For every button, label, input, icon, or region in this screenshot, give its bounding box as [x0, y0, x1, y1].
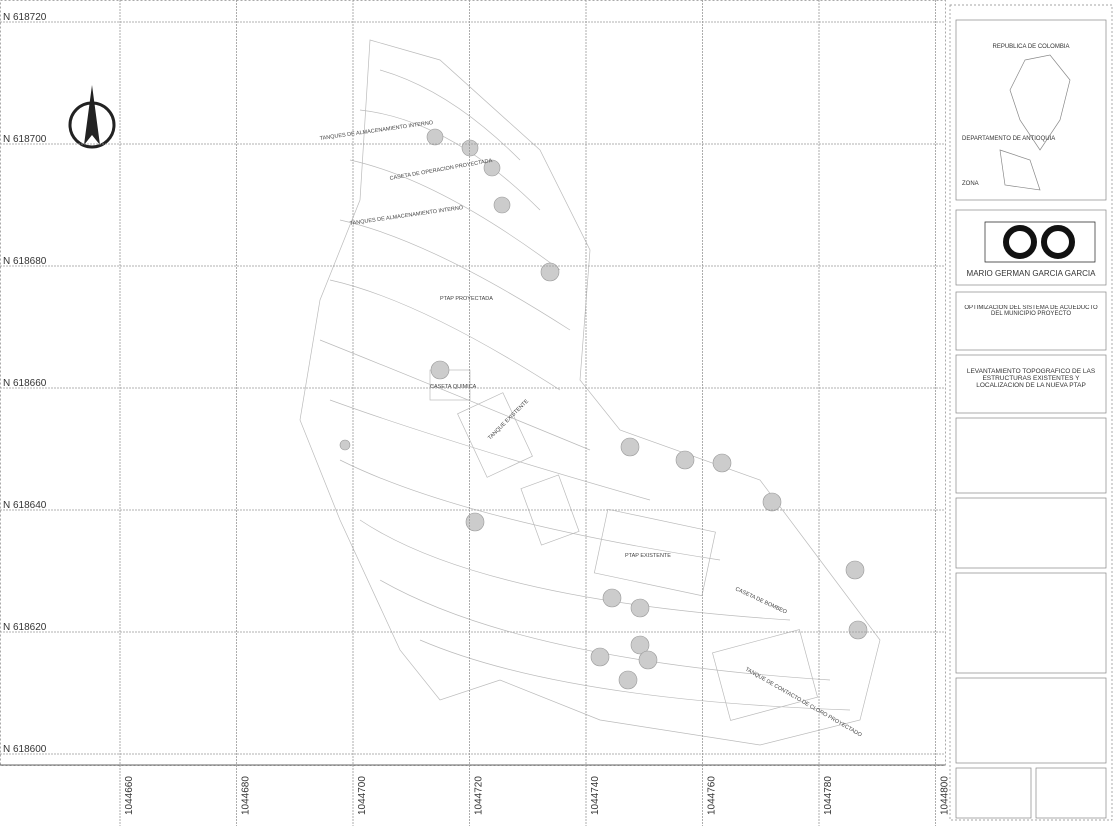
author: MARIO GERMAN GARCIA GARCIA: [967, 269, 1097, 278]
drawing-title: LEVANTAMIENTO TOPOGRAFICO DE LAS ESTRUCT…: [966, 368, 1096, 389]
map-label: TANQUE DE CONTACTO DE CLORO PROYECTADO: [744, 667, 863, 739]
easting-label: 1044700: [357, 776, 368, 815]
easting-label: 1044740: [590, 776, 601, 815]
department: DEPARTAMENTO DE ANTIOQUIA: [962, 136, 1055, 142]
map-label: CASETA DE BOMBEO: [734, 586, 788, 615]
tree: [426, 128, 444, 146]
title-frame: [949, 4, 1113, 821]
easting-label: 1044680: [241, 776, 252, 815]
tree: [430, 360, 450, 380]
tree: [493, 196, 511, 214]
tree: [675, 450, 695, 470]
structure: [457, 392, 533, 478]
easting-label: 1044660: [124, 776, 135, 815]
northing-label: N 618620: [3, 622, 47, 633]
table-box: [955, 497, 1107, 569]
title-block: [949, 4, 1113, 821]
tree: [540, 262, 560, 282]
map-label: PTAP PROYECTADA: [440, 296, 493, 302]
structure: [429, 369, 471, 401]
map-frame: [0, 0, 946, 766]
logo-box: [955, 209, 1107, 286]
tree: [762, 492, 782, 512]
notes-box: [955, 417, 1107, 494]
title-wrap: LEVANTAMIENTO TOPOGRAFICO DE LAS ESTRUCT…: [966, 368, 1096, 389]
map-label: PTAP EXISTENTE: [625, 553, 671, 559]
map-label: CASETA QUIMICA: [430, 384, 477, 390]
easting-label: 1044800: [940, 776, 951, 815]
map-label: TANQUES DE ALMACENAMIENTO INTERNO: [349, 205, 464, 227]
northing-label: N 618640: [3, 500, 47, 511]
northing-label: N 618660: [3, 378, 47, 389]
site-plan: [299, 39, 881, 746]
legend-box: [955, 572, 1107, 674]
site-boundary: [299, 39, 881, 746]
tree: [630, 598, 650, 618]
tree: [638, 650, 658, 670]
signature-box: [955, 677, 1107, 764]
logo-c: [1003, 225, 1037, 259]
title-box: [955, 354, 1107, 414]
northing-label: N 618720: [3, 12, 47, 23]
north-needle: [84, 85, 100, 145]
easting-label: 1044780: [823, 776, 834, 815]
northing-label: N 618680: [3, 256, 47, 267]
project-box: [955, 291, 1107, 351]
structure: [593, 508, 716, 597]
easting-label: 1044760: [707, 776, 718, 815]
tree: [461, 139, 479, 157]
department-outline: [999, 149, 1041, 191]
tree: [483, 159, 501, 177]
northing-label: N 618600: [3, 744, 47, 755]
tree: [845, 560, 865, 580]
tree: [630, 635, 650, 655]
contour-lines: [319, 69, 851, 711]
logo-frame: [984, 221, 1096, 263]
tree: [618, 670, 638, 690]
map-label: CASETA DE OPERACION PROYECTADA: [389, 158, 493, 182]
logo-g: [1041, 225, 1075, 259]
north-arrow: [68, 85, 116, 149]
country: REPUBLICA DE COLOMBIA: [992, 44, 1069, 50]
tree: [620, 437, 640, 457]
easting-label: 1044720: [474, 776, 485, 815]
project: OPTIMIZACION DEL SISTEMA DE ACUEDUCTO DE…: [964, 305, 1098, 317]
structure: [712, 629, 818, 721]
stamp-box: [955, 767, 1032, 819]
project-wrap: OPTIMIZACION DEL SISTEMA DE ACUEDUCTO DE…: [964, 305, 1098, 317]
northing-label: N 618700: [3, 134, 47, 145]
country-outline: [1009, 54, 1071, 151]
map-label: TANQUES DE ALMACENAMIENTO INTERNO: [319, 120, 434, 142]
zone: ZONA: [962, 181, 979, 187]
tree: [465, 512, 485, 532]
location-box: [955, 19, 1107, 201]
tree: [590, 647, 610, 667]
tree: [712, 453, 732, 473]
tree: [602, 588, 622, 608]
structure: [520, 474, 580, 546]
stamp-box: [1035, 767, 1107, 819]
tree: [339, 439, 351, 451]
tree: [848, 620, 868, 640]
